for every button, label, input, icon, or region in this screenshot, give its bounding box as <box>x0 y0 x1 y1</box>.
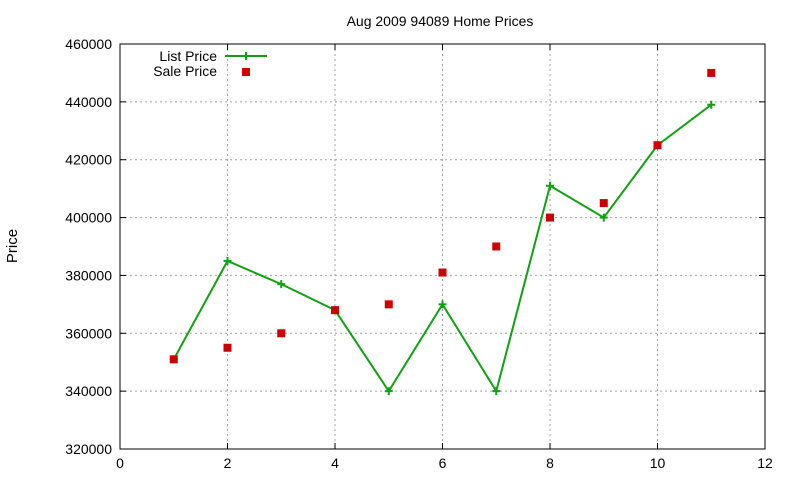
y-tick-label: 360000 <box>65 325 112 341</box>
y-tick-label: 380000 <box>65 267 112 283</box>
x-tick-label: 4 <box>331 455 339 471</box>
y-tick-label: 440000 <box>65 94 112 110</box>
y-axis-label: Price <box>4 229 21 263</box>
legend-marker-sale-price <box>242 68 250 76</box>
sale-price-point <box>223 343 232 352</box>
sale-price-point <box>438 268 447 277</box>
axis-ticks <box>119 43 766 450</box>
sale-price-point <box>707 68 716 77</box>
chart-title: Aug 2009 94089 Home Prices <box>347 13 534 29</box>
list-price-point <box>223 256 232 265</box>
list-price-point <box>277 280 286 289</box>
sale-price-point <box>169 355 178 364</box>
legend-label-sale-price: Sale Price <box>153 63 217 79</box>
x-tick-labels: 0 2 4 6 8 10 12 <box>116 455 773 471</box>
x-tick-label: 8 <box>546 455 554 471</box>
x-tick-label: 6 <box>439 455 447 471</box>
sale-price-point <box>546 213 554 222</box>
y-tick-label: 400000 <box>65 210 112 226</box>
x-tick-label: 2 <box>224 455 232 471</box>
y-tick-label: 320000 <box>65 441 112 457</box>
legend: List Price Sale Price <box>153 48 267 79</box>
list-price-point <box>384 387 393 396</box>
x-tick-label: 10 <box>650 455 666 471</box>
sale-price-point <box>492 242 501 251</box>
legend-label-list-price: List Price <box>159 48 217 64</box>
y-tick-label: 340000 <box>65 383 112 399</box>
legend-plus-mark <box>242 52 250 60</box>
list-price-point <box>707 100 716 109</box>
list-price-point <box>492 387 501 396</box>
sale-price-point <box>331 306 339 315</box>
y-tick-label: 460000 <box>65 36 112 52</box>
sale-price-point <box>653 141 662 150</box>
series-layer <box>169 68 716 396</box>
list-price-point <box>599 213 608 222</box>
y-tick-label: 420000 <box>65 152 112 168</box>
sale-price-point <box>599 199 608 208</box>
list-price-point <box>546 181 554 190</box>
y-tick-labels: 320000 340000 360000 380000 400000 420000 4400… <box>65 36 112 457</box>
list-price-point <box>438 300 447 309</box>
legend-marker-list-price <box>242 52 250 60</box>
x-tick-label: 12 <box>757 455 773 471</box>
sale-price-point <box>277 329 286 338</box>
grid-lines <box>120 44 765 449</box>
sale-price-point <box>384 300 393 309</box>
list-price-line <box>172 103 712 393</box>
x-tick-label: 0 <box>116 455 124 471</box>
